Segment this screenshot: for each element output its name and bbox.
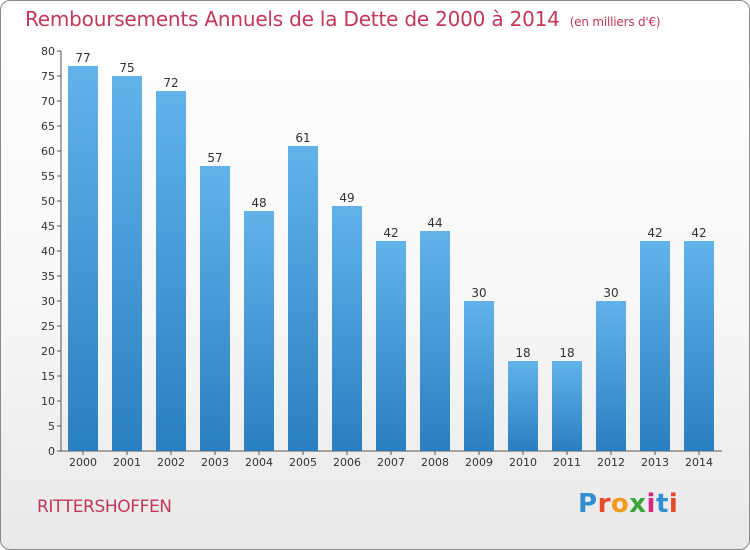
bar-2009	[464, 301, 494, 451]
logo-letter: o	[610, 489, 630, 519]
axes: 0 5 10 15 20 25 30 35 40 45 50 55 60 65 70 75 80 2000 2001…	[41, 45, 722, 469]
logo-letter: i	[668, 489, 679, 519]
x-tick-label-2008: 2008	[421, 456, 449, 469]
data-label-2005: 61	[295, 131, 310, 145]
x-tick-label-2003: 2003	[201, 456, 229, 469]
y-tick-label: 30	[41, 295, 55, 308]
y-tick-label: 70	[41, 95, 55, 108]
y-tick-label: 40	[41, 245, 55, 258]
bar-2010	[508, 361, 538, 451]
x-tick-label-2005: 2005	[289, 456, 317, 469]
y-tick-label: 75	[41, 70, 55, 83]
y-tick-label: 5	[48, 420, 55, 433]
x-tick-label-2001: 2001	[113, 456, 141, 469]
y-tick-label: 35	[41, 270, 55, 283]
bar-2011	[552, 361, 582, 451]
logo-letter: t	[655, 489, 669, 519]
title-text: Remboursements Annuels de la Dette de 20…	[25, 7, 560, 31]
proxiti-logo: Proxiti	[578, 489, 678, 519]
y-tick-label: 80	[41, 45, 55, 58]
data-label-2006: 49	[339, 191, 354, 205]
data-label-2003: 57	[207, 151, 222, 165]
bar-2001	[112, 76, 142, 451]
logo-letter: x	[629, 489, 647, 519]
data-label-2007: 42	[383, 226, 398, 240]
town-name: RITTERSHOFFEN	[37, 497, 172, 517]
x-tick-label-2000: 2000	[69, 456, 97, 469]
y-tick-label: 10	[41, 395, 55, 408]
data-label-2002: 72	[163, 76, 178, 90]
y-tick-label: 55	[41, 170, 55, 183]
y-tick-label: 15	[41, 370, 55, 383]
bar-2005	[288, 146, 318, 451]
data-label-2011: 18	[559, 346, 574, 360]
x-tick-label-2004: 2004	[245, 456, 273, 469]
bar-2008	[420, 231, 450, 451]
bar-2002	[156, 91, 186, 451]
bar-2006	[332, 206, 362, 451]
data-label-2000: 77	[75, 51, 90, 65]
logo-letter: i	[646, 489, 656, 519]
bar-2014	[684, 241, 714, 451]
data-label-2004: 48	[251, 196, 266, 210]
y-tick-label: 20	[41, 345, 55, 358]
y-tick-label: 50	[41, 195, 55, 208]
x-tick-label-2002: 2002	[157, 456, 185, 469]
data-label-2001: 75	[119, 61, 134, 75]
y-tick-label: 60	[41, 145, 55, 158]
x-tick-label-2010: 2010	[509, 456, 537, 469]
data-label-2009: 30	[471, 286, 486, 300]
x-tick-label-2007: 2007	[377, 456, 405, 469]
chart-title: Remboursements Annuels de la Dette de 20…	[25, 7, 661, 31]
bars	[68, 66, 714, 451]
data-label-2013: 42	[647, 226, 662, 240]
x-tick-label-2011: 2011	[553, 456, 581, 469]
x-tick-label-2013: 2013	[641, 456, 669, 469]
x-tick-label-2012: 2012	[597, 456, 625, 469]
bar-2012	[596, 301, 626, 451]
bar-2007	[376, 241, 406, 451]
y-tick-label: 25	[41, 320, 55, 333]
chart-subtitle: (en milliers d'€)	[569, 15, 661, 29]
data-labels: 77 75 72 57 48 61 49 42 44 30 18 18 30 42 42	[75, 51, 706, 360]
bar-2013	[640, 241, 670, 451]
data-label-2008: 44	[427, 216, 442, 230]
x-tick-label-2009: 2009	[465, 456, 493, 469]
data-label-2014: 42	[691, 226, 706, 240]
data-label-2012: 30	[603, 286, 618, 300]
data-label-2010: 18	[515, 346, 530, 360]
bar-2004	[244, 211, 274, 451]
logo-letter: P	[578, 489, 598, 519]
y-tick-label: 45	[41, 220, 55, 233]
bar-2000	[68, 66, 98, 451]
x-tick-label-2014: 2014	[685, 456, 713, 469]
logo-letter: r	[597, 489, 611, 519]
y-tick-label: 65	[41, 120, 55, 133]
x-tick-label-2006: 2006	[333, 456, 361, 469]
y-tick-label: 0	[48, 445, 55, 458]
bar-2003	[200, 166, 230, 451]
